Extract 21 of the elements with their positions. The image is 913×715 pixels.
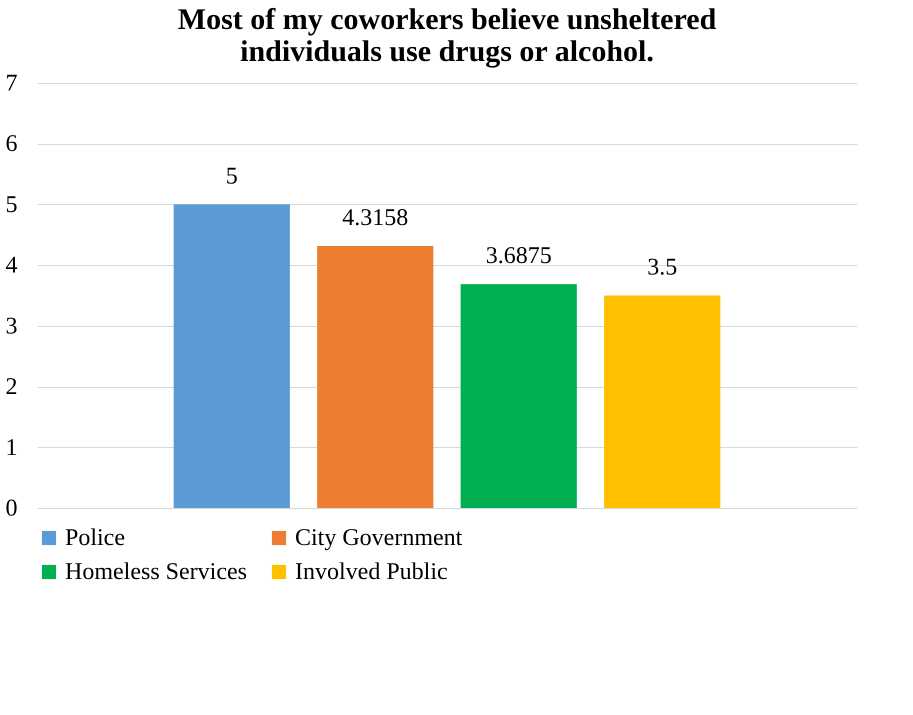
y-tick-label: 3 [6, 313, 18, 340]
y-tick-label: 1 [6, 434, 18, 461]
legend-label: City Government [295, 525, 463, 551]
data-label: 4.3158 [342, 204, 408, 231]
y-tick-label: 0 [6, 496, 18, 522]
bar [174, 204, 290, 508]
legend-label: Police [65, 525, 125, 551]
y-tick-label: 6 [6, 131, 18, 158]
legend-label: Involved Public [295, 559, 448, 585]
y-tick-label: 2 [6, 374, 18, 400]
y-tick-label: 5 [6, 192, 18, 218]
data-label: 3.6875 [486, 243, 552, 270]
bar [317, 246, 434, 508]
data-label: 5 [226, 163, 238, 190]
data-label: 3.5 [647, 254, 678, 280]
y-tick-label: 4 [6, 252, 18, 279]
legend-label: Homeless Services [65, 559, 247, 585]
bar [460, 284, 577, 508]
y-tick-label: 7 [6, 70, 18, 96]
chart-title: Most of my coworkers believe unsheltered individuals use drugs or alcohol. [178, 3, 717, 68]
bar [604, 296, 720, 508]
